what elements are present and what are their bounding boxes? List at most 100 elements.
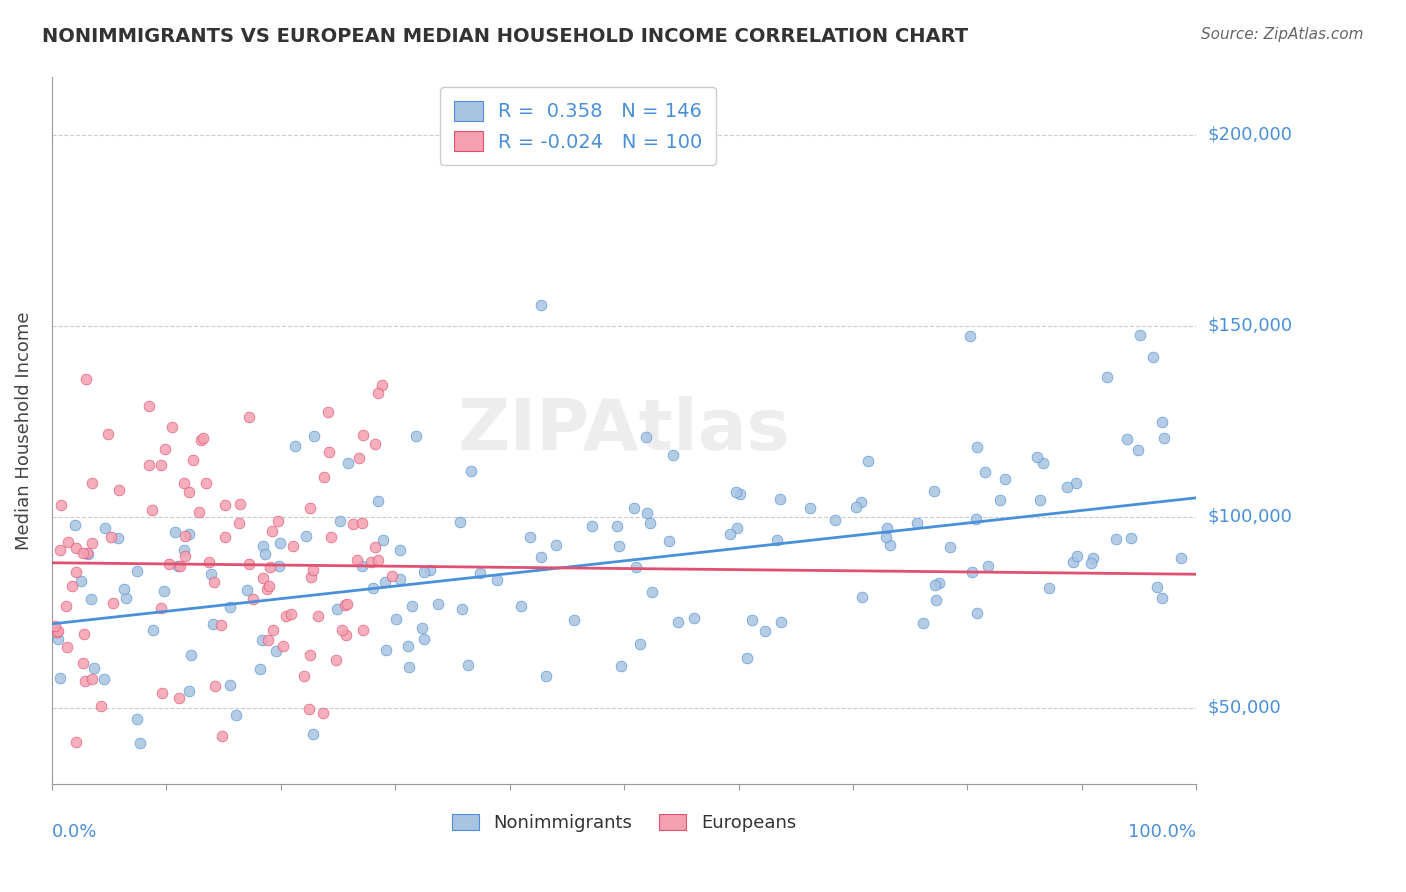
Europeans [194, 475, 217, 490]
Text: 100.0%: 100.0% [1129, 823, 1197, 841]
Europeans [352, 624, 374, 638]
Europeans [173, 476, 195, 491]
Nonimmigrants [65, 517, 87, 532]
Nonimmigrants [510, 599, 533, 613]
Nonimmigrants [1080, 556, 1102, 570]
Nonimmigrants [411, 621, 433, 635]
Nonimmigrants [849, 495, 872, 509]
Nonimmigrants [250, 632, 273, 647]
Nonimmigrants [1032, 456, 1054, 470]
Europeans [335, 597, 357, 611]
Europeans [55, 599, 77, 613]
Europeans [316, 404, 339, 418]
Nonimmigrants [94, 521, 117, 535]
Nonimmigrants [249, 662, 271, 676]
Nonimmigrants [1170, 551, 1192, 566]
Nonimmigrants [166, 559, 188, 574]
Nonimmigrants [1150, 591, 1173, 605]
Nonimmigrants [683, 610, 706, 624]
Europeans [280, 607, 302, 621]
Nonimmigrants [628, 637, 651, 651]
Nonimmigrants [1095, 370, 1118, 384]
Nonimmigrants [69, 574, 91, 589]
Nonimmigrants [728, 486, 751, 500]
Nonimmigrants [76, 547, 98, 561]
Nonimmigrants [770, 615, 793, 629]
Europeans [262, 524, 284, 539]
Nonimmigrants [735, 651, 758, 665]
Nonimmigrants [470, 566, 492, 580]
Nonimmigrants [939, 540, 962, 554]
Y-axis label: Median Household Income: Median Household Income [15, 311, 32, 550]
Nonimmigrants [48, 671, 70, 685]
Nonimmigrants [165, 525, 187, 540]
Europeans [150, 686, 173, 700]
Nonimmigrants [1129, 327, 1152, 342]
Text: ZIPAtlas: ZIPAtlas [458, 396, 790, 466]
Europeans [193, 431, 215, 445]
Europeans [44, 619, 66, 633]
Europeans [174, 529, 197, 543]
Nonimmigrants [851, 590, 873, 604]
Nonimmigrants [252, 540, 274, 554]
Nonimmigrants [519, 530, 541, 544]
Nonimmigrants [413, 566, 436, 580]
Nonimmigrants [142, 623, 165, 637]
Europeans [267, 515, 290, 529]
Nonimmigrants [876, 521, 898, 535]
Nonimmigrants [1081, 551, 1104, 566]
Nonimmigrants [530, 550, 553, 565]
Europeans [162, 420, 184, 434]
Europeans [381, 569, 404, 583]
Nonimmigrants [905, 516, 928, 530]
Nonimmigrants [177, 527, 200, 541]
Europeans [45, 624, 67, 639]
Nonimmigrants [960, 565, 983, 579]
Europeans [214, 498, 236, 512]
Europeans [312, 706, 335, 721]
Nonimmigrants [385, 612, 408, 626]
Nonimmigrants [295, 529, 318, 543]
Europeans [75, 674, 97, 689]
Text: Source: ZipAtlas.com: Source: ZipAtlas.com [1201, 27, 1364, 42]
Nonimmigrants [375, 643, 398, 657]
Nonimmigrants [1038, 581, 1060, 595]
Europeans [150, 601, 173, 615]
Nonimmigrants [1028, 493, 1050, 508]
Europeans [256, 633, 278, 648]
Nonimmigrants [413, 632, 436, 646]
Nonimmigrants [965, 512, 987, 526]
Europeans [65, 541, 87, 555]
Nonimmigrants [1105, 532, 1128, 546]
Europeans [346, 552, 368, 566]
Nonimmigrants [1026, 450, 1049, 464]
Nonimmigrants [427, 598, 450, 612]
Nonimmigrants [254, 547, 277, 561]
Europeans [169, 558, 191, 573]
Europeans [335, 628, 357, 642]
Nonimmigrants [875, 530, 897, 544]
Nonimmigrants [329, 514, 352, 528]
Nonimmigrants [398, 659, 420, 673]
Europeans [367, 385, 389, 400]
Nonimmigrants [1066, 549, 1088, 563]
Europeans [90, 699, 112, 714]
Europeans [72, 656, 94, 670]
Europeans [363, 540, 385, 554]
Europeans [238, 557, 260, 571]
Europeans [325, 653, 347, 667]
Nonimmigrants [610, 658, 633, 673]
Nonimmigrants [562, 613, 585, 627]
Nonimmigrants [606, 519, 628, 533]
Europeans [302, 563, 325, 577]
Nonimmigrants [718, 526, 741, 541]
Nonimmigrants [879, 538, 901, 552]
Nonimmigrants [180, 648, 202, 663]
Nonimmigrants [658, 534, 681, 549]
Nonimmigrants [107, 531, 129, 545]
Nonimmigrants [662, 449, 685, 463]
Nonimmigrants [236, 582, 259, 597]
Europeans [330, 623, 353, 637]
Europeans [252, 571, 274, 585]
Nonimmigrants [451, 602, 474, 616]
